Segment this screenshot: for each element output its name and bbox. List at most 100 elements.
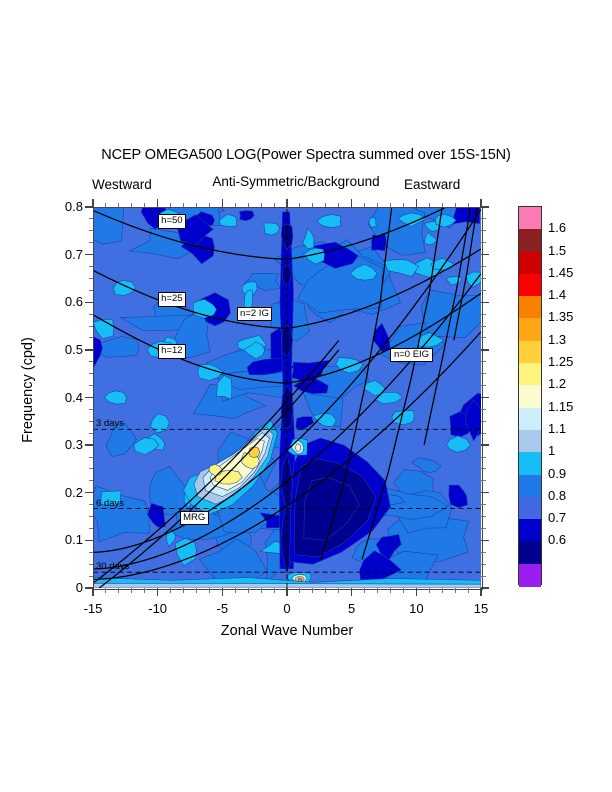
contour-patch (302, 227, 315, 250)
axis-tick (402, 588, 404, 593)
axis-tick (208, 588, 210, 593)
axis-tick (481, 516, 486, 518)
colorbar-band (519, 207, 541, 230)
contour-patch (218, 213, 237, 227)
axis-tick (481, 373, 486, 375)
curve-label-h-25: h=25 (157, 292, 187, 308)
axis-tick (88, 242, 93, 244)
contour-patch (133, 437, 160, 455)
y-tick-label: 0.1 (64, 532, 83, 548)
chart-subtitle: Anti-Symmetric/Background (212, 174, 380, 189)
axis-tick (377, 588, 379, 593)
contour-patch (263, 222, 280, 236)
axis-tick (364, 588, 366, 593)
axis-tick (92, 588, 94, 596)
axis-tick (260, 202, 262, 207)
axis-tick (481, 361, 486, 363)
axis-tick (481, 325, 486, 327)
axis-tick (247, 202, 249, 207)
period-label-3-days: 3 days (96, 418, 124, 430)
colorbar-band (519, 340, 541, 364)
axis-tick (88, 563, 93, 565)
contour-patch (383, 259, 420, 278)
curve-label-mrg: MRG (179, 510, 209, 526)
contour-patch (239, 210, 255, 221)
axis-tick (481, 313, 486, 315)
axis-tick (221, 199, 224, 207)
colorbar-band (519, 407, 541, 431)
axis-tick (157, 588, 159, 596)
colorbar-tick-label: 1 (548, 443, 556, 459)
contour-patch (445, 276, 462, 286)
axis-tick (118, 588, 120, 593)
axis-tick (312, 588, 314, 593)
colorbar-band (519, 273, 541, 297)
axis-tick (183, 202, 185, 207)
axis-tick (88, 575, 93, 577)
axis-tick (481, 266, 486, 268)
direction-label-westward: Westward (92, 177, 152, 192)
axis-tick (88, 480, 93, 482)
axis-tick (481, 337, 486, 339)
axis-tick (481, 408, 486, 410)
axis-tick (221, 588, 224, 596)
axis-tick (467, 202, 469, 207)
chart-title: NCEP OMEGA500 LOG(Power Spectra summed o… (101, 147, 511, 163)
axis-tick (260, 588, 262, 593)
y-tick-label: 0.4 (64, 389, 83, 405)
axis-tick (234, 588, 236, 593)
colorbar-band (519, 563, 541, 587)
axis-tick (481, 301, 489, 303)
contour-patch (465, 271, 481, 288)
axis-tick (481, 242, 486, 244)
axis-tick (88, 218, 93, 220)
axis-tick (85, 301, 93, 303)
colorbar-tick-label: 1.6 (548, 220, 567, 236)
axis-tick (481, 587, 489, 589)
axis-tick (88, 527, 93, 529)
contour-patch (411, 457, 442, 473)
contour-patch (397, 212, 427, 227)
axis-tick (415, 199, 418, 207)
axis-tick (88, 337, 93, 339)
colorbar-tick-label: 0.7 (548, 510, 567, 526)
axis-tick (88, 325, 93, 327)
axis-tick (481, 420, 486, 422)
axis-tick (144, 202, 146, 207)
colorbar-band (519, 363, 541, 386)
x-tick-label: 5 (348, 601, 356, 616)
contour-patch (424, 231, 438, 245)
colorbar-tick-label: 0.8 (548, 487, 567, 503)
axis-tick (481, 396, 489, 399)
curve-label-h-50: h=50 (157, 214, 187, 229)
contour-patch (96, 336, 140, 358)
colorbar-band (519, 519, 541, 542)
axis-tick (286, 199, 288, 207)
curve-mrg-2 (98, 349, 340, 588)
colorbar-tick-label: 1.2 (548, 376, 567, 392)
contour-patch (150, 413, 170, 434)
axis-tick (481, 468, 486, 470)
colorbar[interactable] (518, 206, 542, 587)
y-tick-label: 0.8 (64, 199, 83, 214)
axis-tick (88, 361, 93, 363)
colorbar-tick-label: 1.25 (548, 354, 574, 370)
axis-tick (481, 492, 489, 494)
axis-tick (325, 588, 327, 593)
colorbar-band (519, 385, 541, 409)
colorbar-band (519, 318, 541, 342)
axis-tick (454, 588, 456, 593)
axis-tick (286, 588, 288, 596)
y-tick-label: 0.7 (64, 246, 83, 262)
colorbar-band (519, 541, 541, 565)
x-tick-label: 10 (409, 601, 424, 616)
contour-patch (197, 364, 224, 381)
axis-tick (88, 266, 93, 268)
axis-tick (88, 516, 93, 518)
axis-tick (131, 588, 133, 593)
axis-tick (247, 588, 249, 593)
colorbar-tick-label: 0.6 (548, 532, 567, 548)
axis-tick (85, 349, 93, 351)
axis-tick (88, 468, 93, 470)
axis-tick (481, 444, 489, 446)
